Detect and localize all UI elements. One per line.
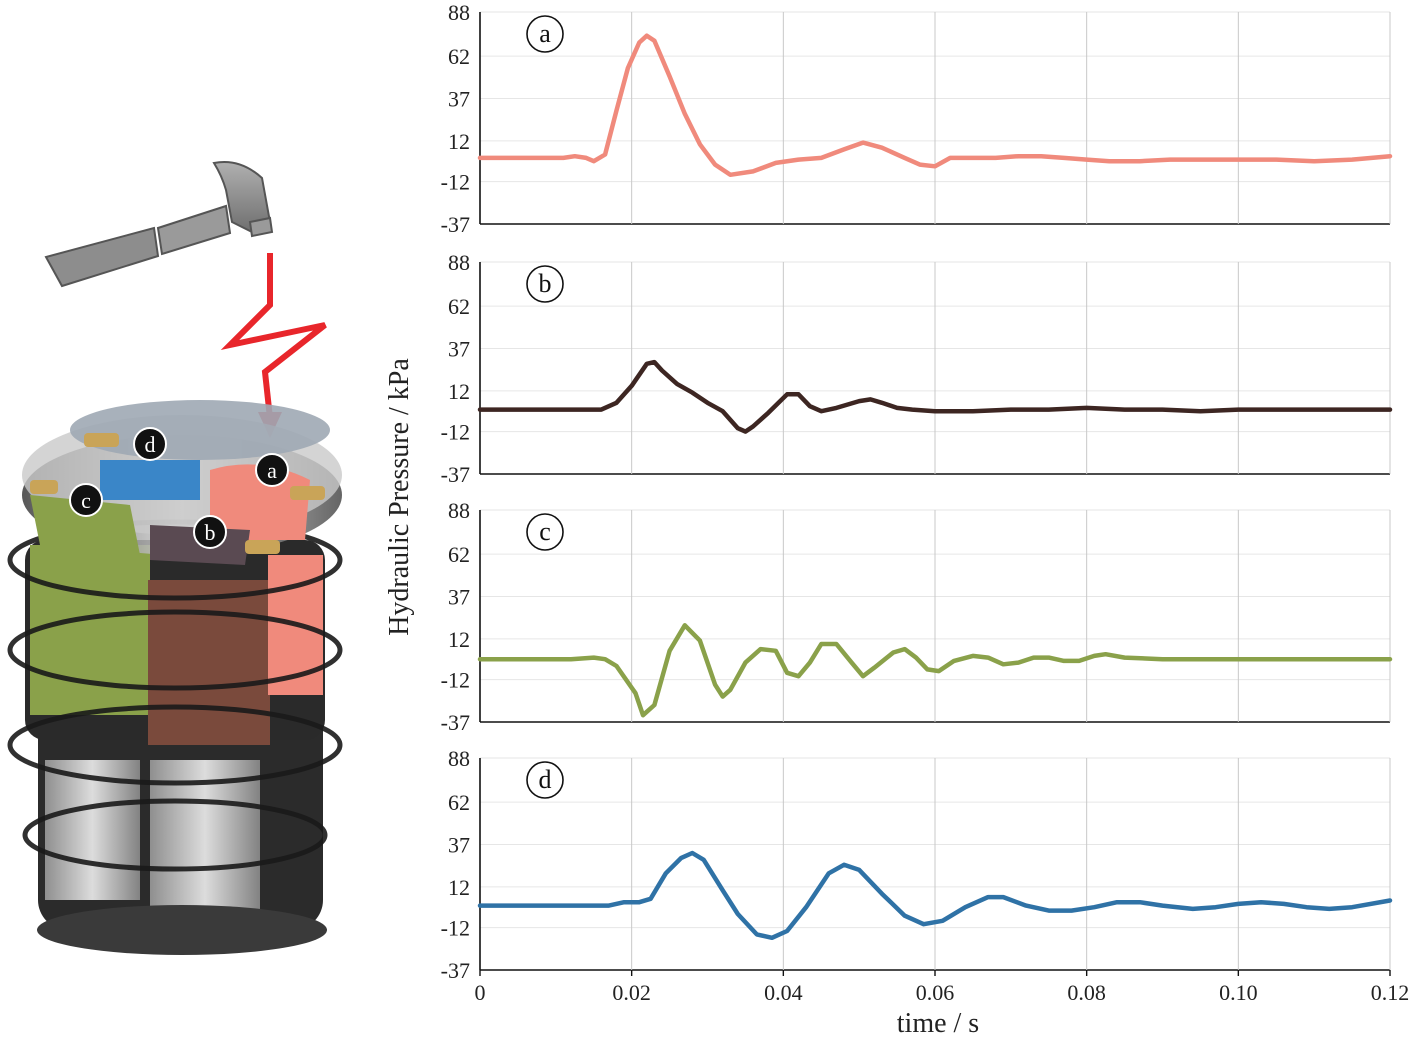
panel-c: 88 62 37 12 -12 -37 c	[441, 498, 1393, 735]
actuator-stack-illustration: d a c b	[7, 400, 343, 955]
y-tick-label: 88	[448, 250, 470, 275]
panel-letter: b	[539, 269, 552, 298]
chamber-label-a: a	[255, 453, 289, 487]
y-tick-label: 12	[448, 379, 470, 404]
x-tick-label: 0.08	[1067, 980, 1106, 1005]
x-axis-title: time / s	[897, 1008, 979, 1037]
x-tick-label: 0.04	[764, 980, 803, 1005]
panel-letter: d	[539, 765, 552, 794]
y-tick-label: 88	[448, 746, 470, 771]
x-tick-label: 0.12	[1371, 980, 1410, 1005]
panel-letter: a	[539, 19, 551, 48]
series-line-a	[477, 33, 1393, 178]
y-tick-label: -12	[441, 916, 470, 941]
y-tick-label: 37	[448, 336, 470, 361]
x-tick-label: 0.10	[1219, 980, 1258, 1005]
panel-d: 88 62 37 12 -12 -37 d	[441, 746, 1393, 983]
chamber-label-d: d	[133, 427, 167, 461]
panel-b: 88 62 37 12 -12 -37 b	[441, 250, 1393, 487]
y-tick-label: -12	[441, 668, 470, 693]
panel-label-a: a	[526, 15, 564, 53]
y-tick-label: 37	[448, 832, 470, 857]
y-tick-label: -37	[441, 710, 470, 735]
y-tick-label: 62	[448, 44, 470, 69]
y-tick-label: -12	[441, 420, 470, 445]
x-tick-label: 0.06	[916, 980, 955, 1005]
series-line-b	[477, 359, 1393, 434]
y-tick-label: 88	[448, 0, 470, 25]
y-tick-label: 37	[448, 86, 470, 111]
svg-text:b: b	[205, 520, 216, 545]
svg-text:c: c	[81, 488, 91, 513]
y-tick-label: 12	[448, 875, 470, 900]
y-tick-label: -37	[441, 958, 470, 983]
series-line-d	[477, 850, 1393, 941]
y-tick-label: 62	[448, 294, 470, 319]
panel-label-d: d	[526, 761, 564, 799]
panel-label-b: b	[526, 265, 564, 303]
panel-label-c: c	[526, 513, 564, 551]
panel-a: 88 62 37 12 -12 -37 a	[441, 0, 1393, 237]
chamber-label-c: c	[69, 483, 103, 517]
hammer-icon	[44, 161, 274, 288]
y-tick-label: 12	[448, 129, 470, 154]
y-tick-label: 88	[448, 498, 470, 523]
y-tick-label: -12	[441, 170, 470, 195]
chamber-label-b: b	[193, 515, 227, 549]
y-tick-label: 37	[448, 584, 470, 609]
y-tick-label: 62	[448, 542, 470, 567]
actuator-illustration: d a c b	[7, 161, 343, 955]
pressure-chart: 88 62 37 12 -12 -37 a 88 62 37 12 -12 -37 b 88 62 37 12 -1…	[441, 0, 1410, 1005]
y-tick-label: -37	[441, 462, 470, 487]
svg-text:d: d	[145, 432, 156, 457]
x-tick-label: 0	[475, 980, 486, 1005]
y-axis-title: Hydraulic Pressure / kPa	[384, 358, 415, 636]
y-tick-label: 12	[448, 627, 470, 652]
series-line-c	[477, 623, 1393, 718]
y-tick-label: -37	[441, 212, 470, 237]
panel-letter: c	[539, 517, 551, 546]
y-tick-label: 62	[448, 790, 470, 815]
x-tick-label: 0.02	[612, 980, 651, 1005]
svg-text:a: a	[267, 458, 277, 483]
